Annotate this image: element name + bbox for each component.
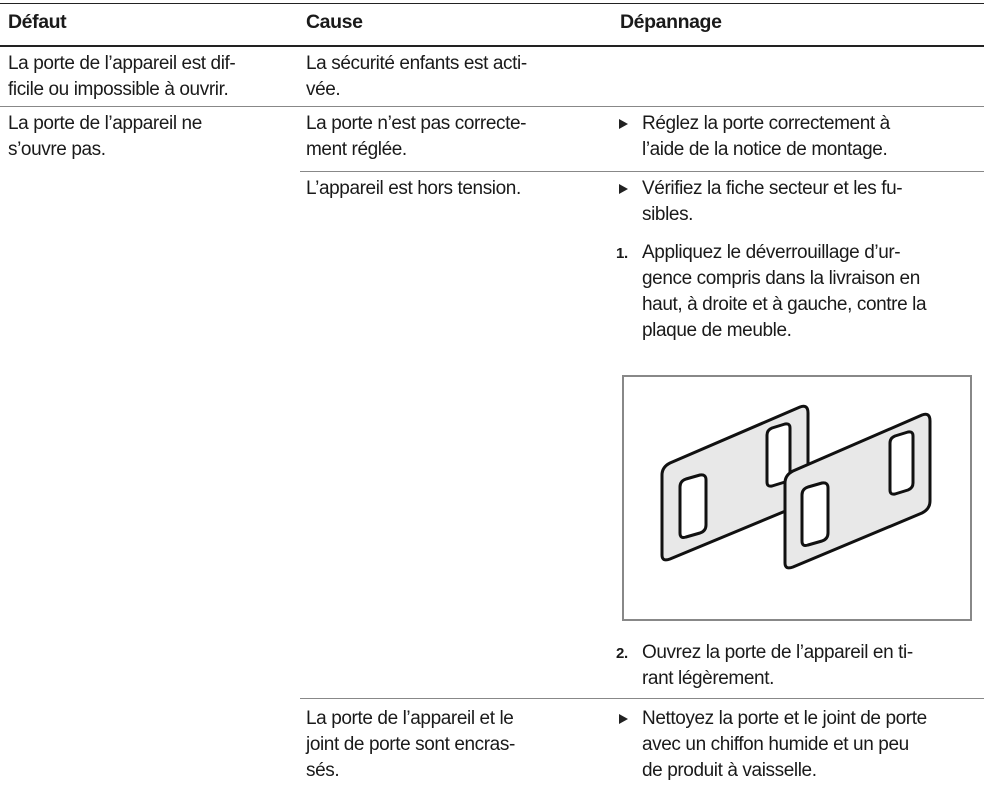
cause-text: vée.: [306, 79, 341, 100]
cause-text: La sécurité enfants est acti-: [306, 53, 527, 74]
row-rule: [300, 698, 984, 699]
cause-text: joint de porte sont encras-: [306, 734, 515, 755]
header-cell: Défaut: [8, 11, 67, 33]
remedy-text: Vérifiez la fiche secteur et les fu-: [642, 178, 903, 199]
remedy-text: rant légèrement.: [642, 668, 774, 689]
cause-text: ment réglée.: [306, 139, 407, 160]
remedy-text: Appliquez le déverrouillage d’ur-: [642, 242, 901, 263]
remedy-text: de produit à vaisselle.: [642, 760, 817, 781]
remedy-text: sibles.: [642, 204, 694, 225]
header-cell: Cause: [306, 11, 363, 33]
cause-text: L’appareil est hors tension.: [306, 178, 521, 199]
cause-text: La porte n’est pas correcte-: [306, 113, 527, 134]
bullet: [619, 184, 628, 194]
top-rule: [0, 3, 984, 4]
remedy-text: Ouvrez la porte de l’appareil en ti-: [642, 642, 913, 663]
cause-text: sés.: [306, 760, 340, 781]
header-rule: [0, 45, 984, 47]
bullet: [619, 714, 628, 724]
fault-text: La porte de l’appareil ne: [8, 113, 202, 134]
fault-text: s’ouvre pas.: [8, 139, 106, 160]
remedy-text: gence compris dans la livraison en: [642, 268, 920, 289]
cause-text: La porte de l’appareil et le: [306, 708, 514, 729]
illustration: [622, 375, 972, 621]
remedy-text: l’aide de la notice de montage.: [642, 139, 888, 160]
row-rule: [300, 171, 984, 172]
remedy-text: avec un chiffon humide et un peu: [642, 734, 909, 755]
release-plates: [660, 404, 932, 570]
bullet: [619, 119, 628, 129]
remedy-text: Nettoyez la porte et le joint de porte: [642, 708, 927, 729]
row-rule: [0, 106, 984, 107]
remedy-text: plaque de meuble.: [642, 320, 792, 341]
remedy-text: Réglez la porte correctement à: [642, 113, 890, 134]
step-number: 1.: [616, 245, 628, 262]
remedy-text: haut, à droite et à gauche, contre la: [642, 294, 927, 315]
header-cell: Dépannage: [620, 11, 722, 33]
step-number: 2.: [616, 645, 628, 662]
fault-text: ficile ou impossible à ouvrir.: [8, 79, 229, 100]
fault-text: La porte de l’appareil est dif-: [8, 53, 236, 74]
